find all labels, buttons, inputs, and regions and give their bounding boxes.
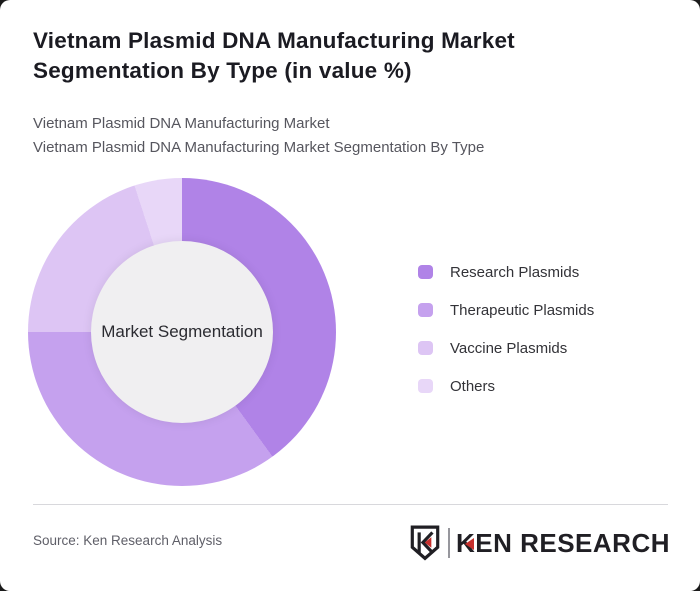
logo-red-triangle-icon bbox=[465, 538, 475, 550]
source-text: Source: Ken Research Analysis bbox=[33, 533, 223, 548]
legend-swatch bbox=[418, 379, 433, 393]
logo-shield-red-triangle-icon bbox=[424, 537, 432, 548]
legend-item: Research Plasmids bbox=[418, 253, 594, 291]
legend-item: Others bbox=[418, 367, 594, 405]
chart-subtitle: Vietnam Plasmid DNA Manufacturing Market… bbox=[33, 112, 484, 160]
footer-divider bbox=[33, 504, 668, 505]
legend-label: Vaccine Plasmids bbox=[450, 339, 568, 357]
legend-swatch bbox=[418, 303, 433, 317]
logo-separator bbox=[447, 528, 450, 558]
legend-swatch bbox=[418, 341, 433, 355]
chart-legend: Research Plasmids Therapeutic Plasmids V… bbox=[418, 253, 594, 405]
page-title: Vietnam Plasmid DNA Manufacturing Market… bbox=[33, 28, 515, 83]
ken-research-logo: K EN RESEARCH bbox=[409, 523, 670, 563]
donut-center-label: Market Segmentation bbox=[101, 322, 263, 341]
legend-label: Therapeutic Plasmids bbox=[450, 301, 595, 319]
ken-research-shield-icon bbox=[410, 525, 440, 561]
donut-chart: Market Segmentation bbox=[28, 178, 336, 486]
legend-label: Research Plasmids bbox=[450, 263, 580, 281]
legend-swatch bbox=[418, 265, 433, 279]
legend-item: Therapeutic Plasmids bbox=[418, 291, 594, 329]
donut-center: Market Segmentation bbox=[91, 241, 273, 423]
logo-wordmark: K EN RESEARCH bbox=[456, 528, 670, 559]
logo-text-rest: EN RESEARCH bbox=[475, 527, 670, 558]
legend-item: Vaccine Plasmids bbox=[418, 329, 594, 367]
subtitle-line-2: Vietnam Plasmid DNA Manufacturing Market… bbox=[33, 139, 485, 156]
legend-label: Others bbox=[450, 377, 496, 395]
subtitle-line-1: Vietnam Plasmid DNA Manufacturing Market bbox=[33, 115, 330, 132]
